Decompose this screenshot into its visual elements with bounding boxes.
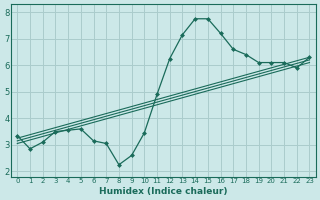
X-axis label: Humidex (Indice chaleur): Humidex (Indice chaleur) xyxy=(99,187,228,196)
